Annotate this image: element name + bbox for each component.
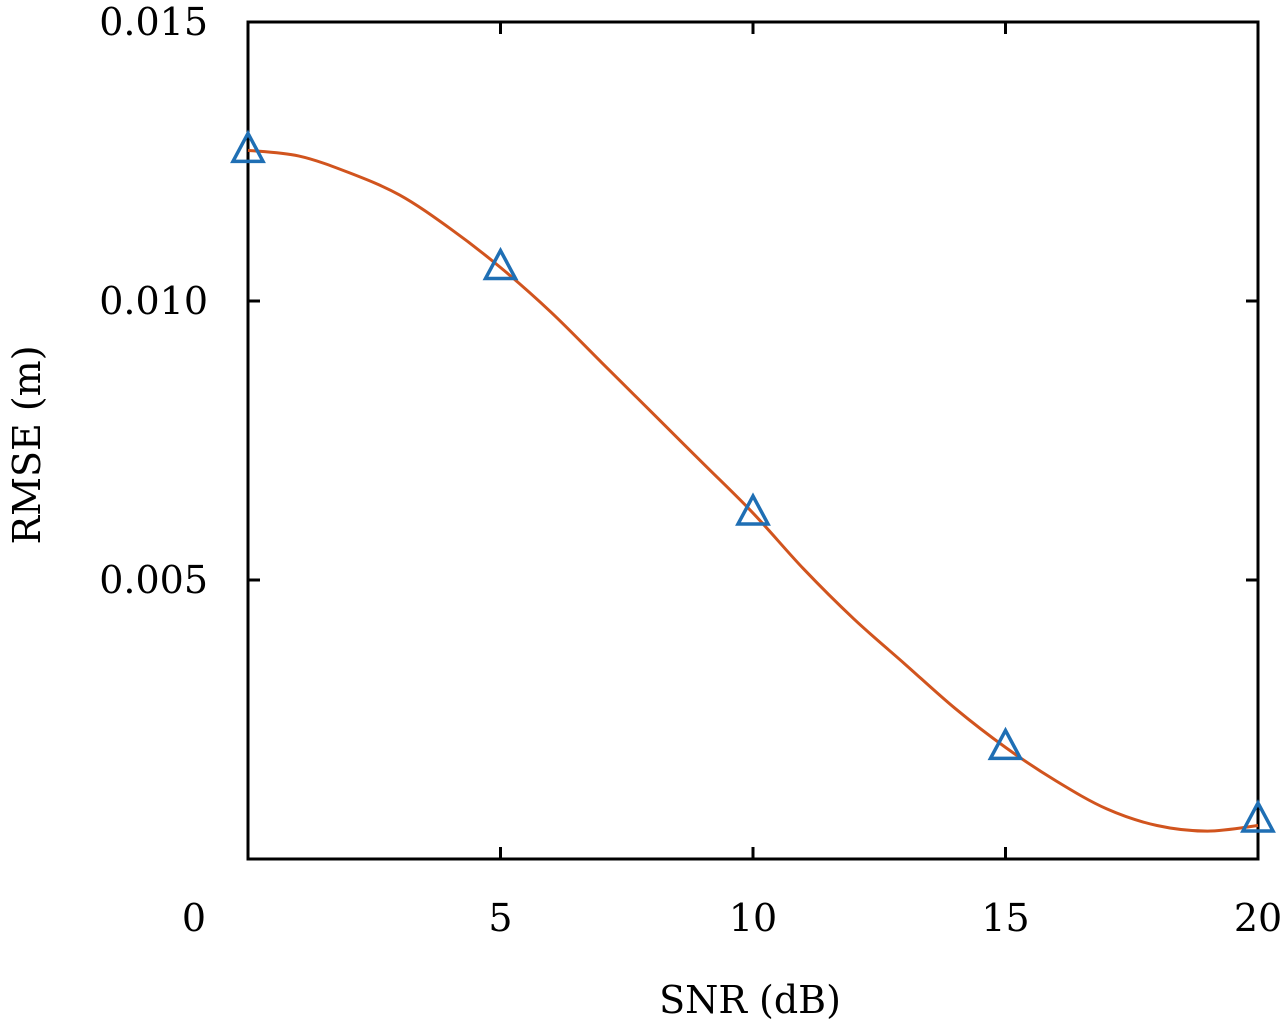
triangle-marker <box>1240 799 1276 833</box>
y-tick-label: 0.010 <box>99 279 208 323</box>
triangle-marker <box>987 726 1024 761</box>
x-tick-label: 5 <box>488 896 512 940</box>
marker-series <box>230 129 1276 833</box>
y-axis-label: RMSE (m) <box>5 345 49 544</box>
fit-line-series <box>247 148 1259 833</box>
x-tick-label: 15 <box>981 896 1029 940</box>
plot-frame <box>246 20 1260 861</box>
x-tick-label: 20 <box>1234 896 1280 940</box>
fit-line <box>247 148 1259 833</box>
y-tick-label: 0.005 <box>99 558 208 602</box>
triangle-marker <box>482 246 519 281</box>
x-tick-label: 10 <box>729 896 777 940</box>
triangle-marker <box>735 492 771 526</box>
plot-area-border <box>246 20 1260 861</box>
y-axis-ticks: 0.005 0.010 0.015 <box>99 0 1258 602</box>
triangle-marker <box>230 129 266 164</box>
x-tick-label: 0 <box>182 896 206 940</box>
x-axis-ticks: 0 5 10 15 20 <box>182 22 1280 940</box>
y-tick-label: 0.015 <box>99 0 208 44</box>
x-axis-label: SNR (dB) <box>659 978 841 1022</box>
